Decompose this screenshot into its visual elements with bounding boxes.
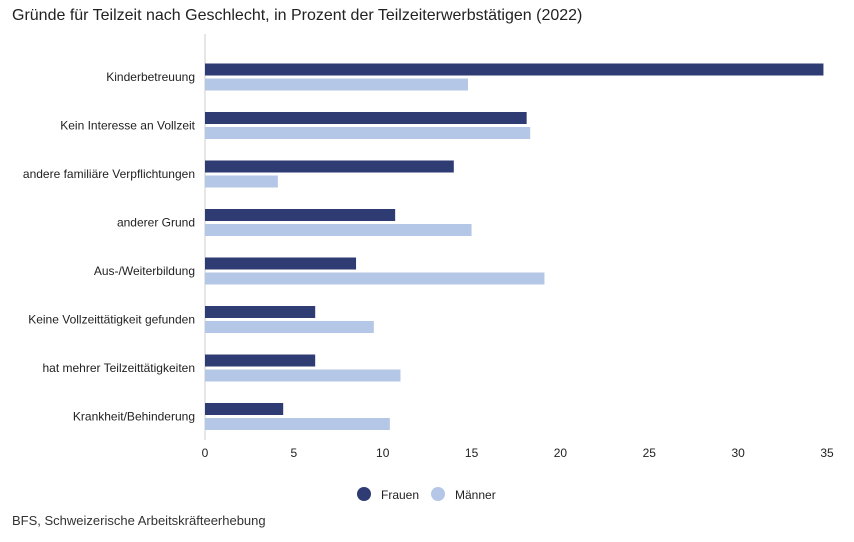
x-tick-label: 0 [202,446,209,460]
category-label: Krankheit/Behinderung [73,410,195,424]
x-tick-label: 35 [820,446,834,460]
bar-mnner-7 [205,418,390,430]
x-tick-label: 20 [554,446,568,460]
bar-frauen-0 [205,63,824,76]
x-axis-ticks: 0 5 10 15 20 25 30 35 [202,446,834,460]
category-label: andere familiäre Verpflichtungen [23,167,195,181]
bar-frauen-3 [205,209,396,221]
bar-mnner-3 [205,224,472,236]
source-note: BFS, Schweizerische Arbeitskräfteerhebun… [12,513,266,528]
bar-mnner-0 [205,78,469,91]
x-tick-label: 25 [643,446,657,460]
x-tick-label: 30 [731,446,745,460]
x-tick-label: 10 [376,446,390,460]
category-label: Kein Interesse an Vollzeit [60,119,195,133]
legend-label-0: Frauen [381,488,419,502]
category-label: Aus-/Weiterbildung [94,264,195,278]
bar-frauen-2 [205,160,454,173]
x-tick-label: 5 [291,446,298,460]
bar-frauen-4 [205,257,357,270]
legend-marker-0 [357,487,371,501]
bar-mnner-1 [205,127,531,139]
bar-frauen-7 [205,403,284,415]
legend-label-1: Männer [455,488,496,502]
chart-title: Gründe für Teilzeit nach Geschlecht, in … [12,7,583,24]
category-label: anderer Grund [117,216,195,230]
x-tick-label: 15 [465,446,479,460]
bar-mnner-4 [205,272,545,285]
bar-frauen-5 [205,306,316,318]
category-label: Keine Vollzeittätigkeit gefunden [28,313,195,327]
bar-frauen-6 [205,354,316,367]
category-label: Kinderbetreuung [106,70,195,84]
category-labels: Kinderbetreuung Kein Interesse an Vollzei… [23,70,196,424]
legend: Frauen Männer [357,487,496,502]
bar-mnner-6 [205,369,401,382]
bar-frauen-1 [205,112,527,124]
legend-marker-1 [431,487,445,501]
bar-mnner-5 [205,321,374,333]
bar-mnner-2 [205,175,278,188]
bars [205,63,824,430]
category-label: hat mehrer Teilzeittätigkeiten [42,361,195,375]
